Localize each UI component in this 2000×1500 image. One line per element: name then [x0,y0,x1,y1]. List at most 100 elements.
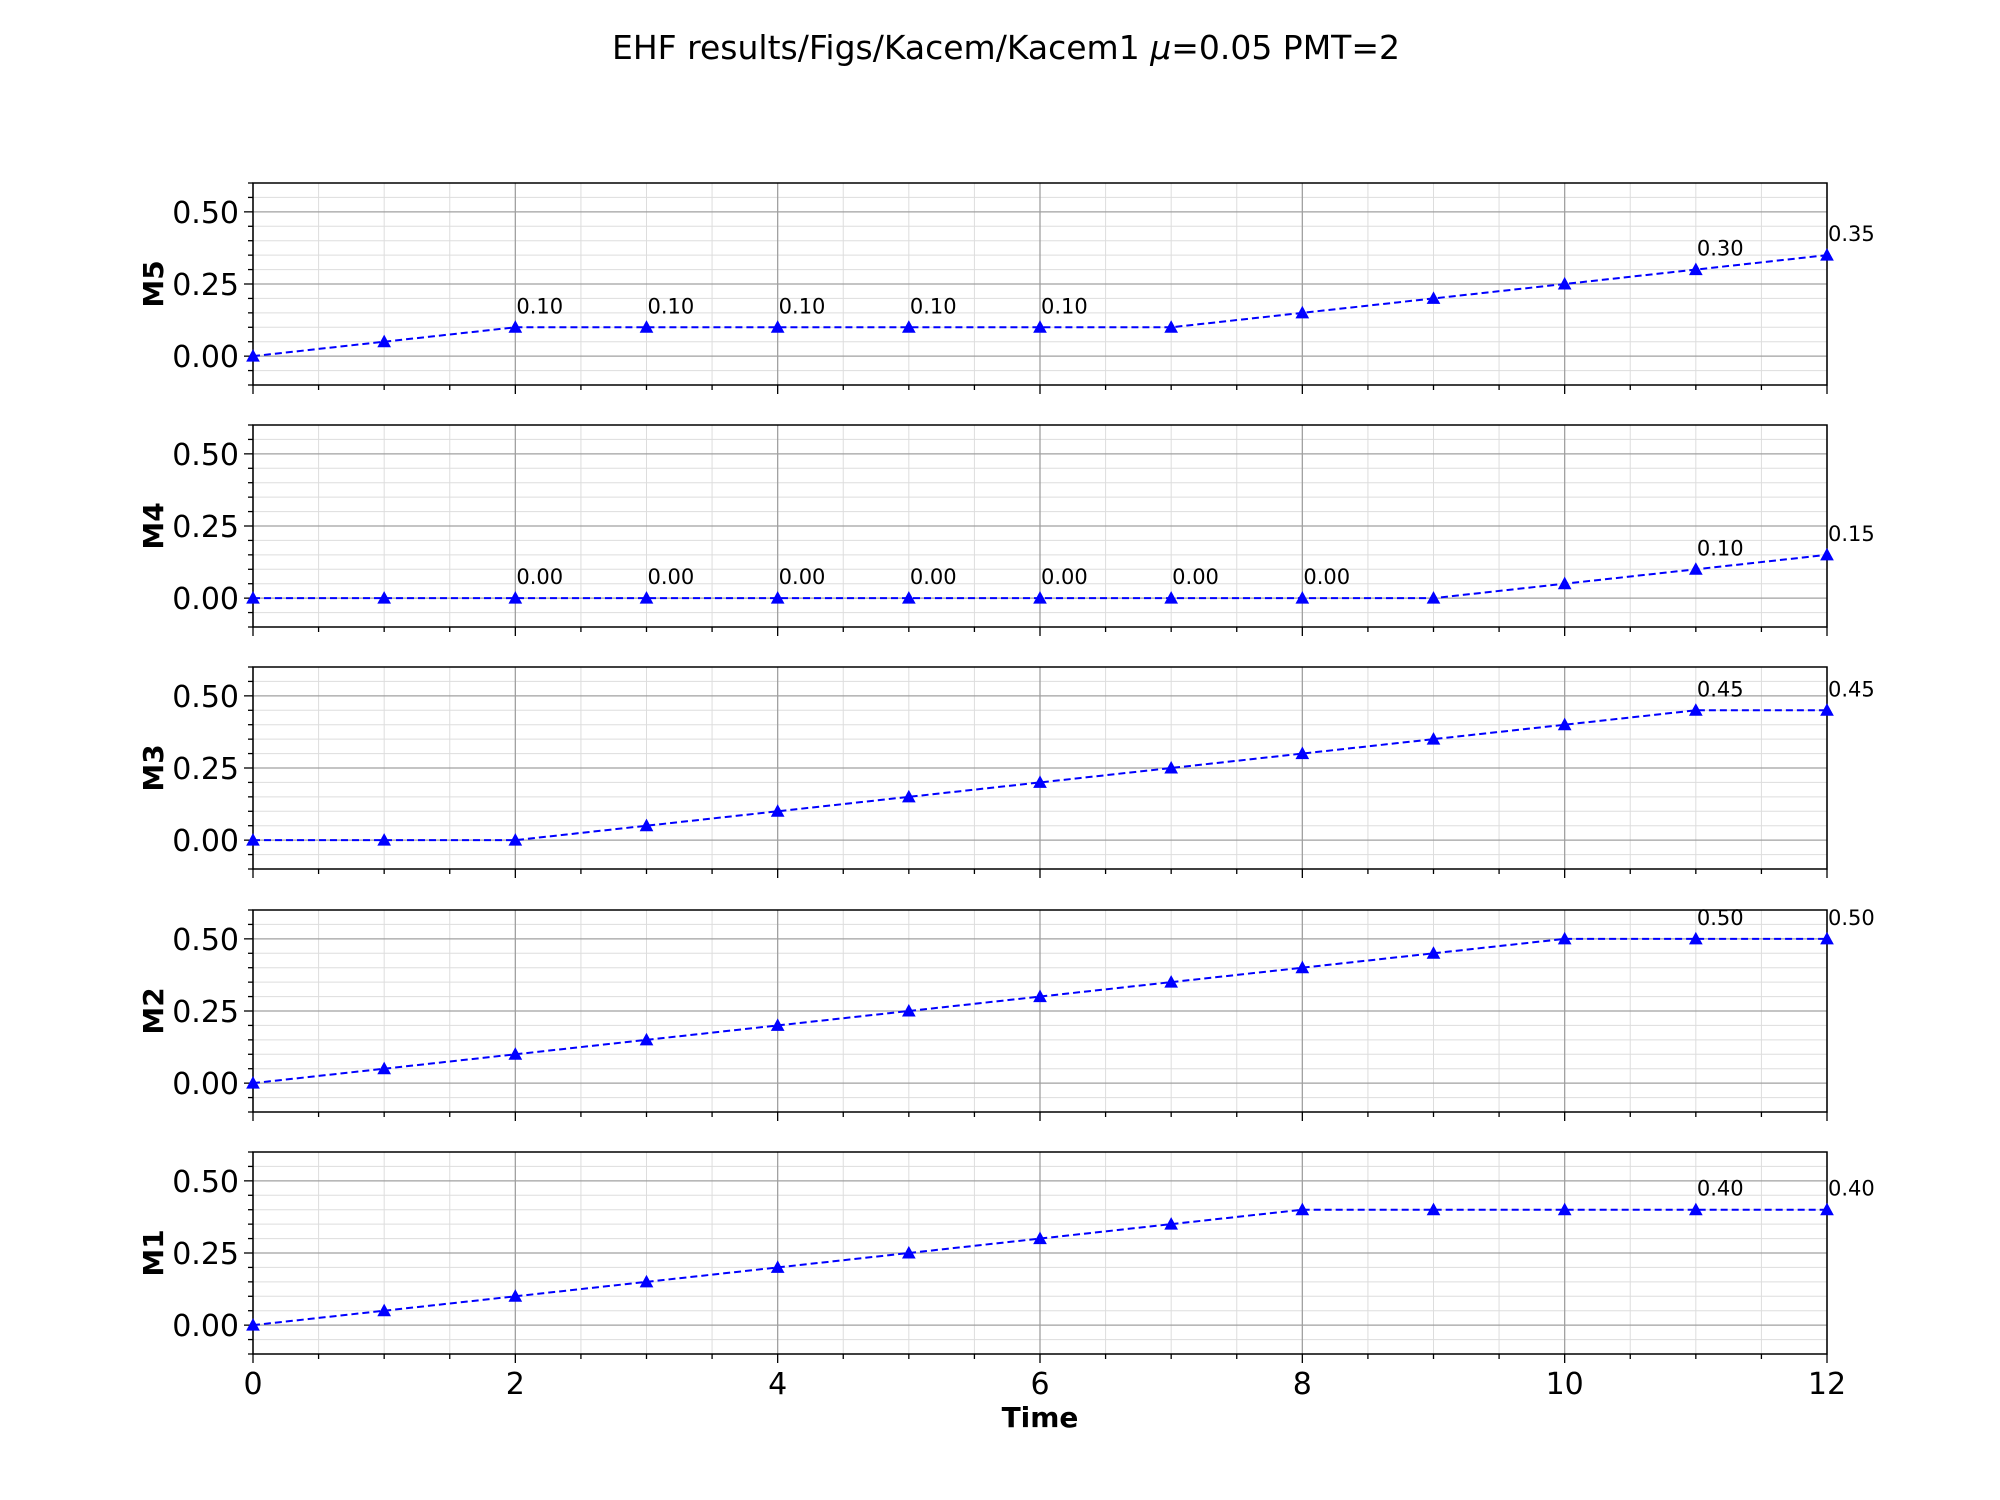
data-point [1295,305,1310,319]
data-point [1688,562,1703,575]
data-label: 0.40 [1828,1177,1875,1201]
y-tick-label: 0.00 [172,582,239,617]
data-point [1295,591,1310,604]
data-point [1557,576,1572,590]
data-label: 0.10 [1697,536,1744,560]
data-point [901,591,916,604]
x-ticks [252,869,1828,878]
data-point [1295,746,1310,760]
data-point [508,1289,523,1302]
y-tick-label: 0.50 [172,1165,239,1200]
data-point [246,1318,260,1331]
data-label: 0.00 [1303,565,1350,589]
data-label: 0.10 [779,294,826,318]
data-label: 0.00 [1041,565,1088,589]
x-axis-label: Time [1002,1401,1079,1434]
data-label: 0.50 [1828,906,1875,930]
y-tick-label: 0.50 [172,438,239,473]
y-axis-label: M4 [137,502,170,549]
x-tick-label: 12 [1808,1367,1846,1402]
data-label: 0.50 [1697,906,1744,930]
y-tick-label: 0.25 [172,268,239,303]
y-axis-label: M1 [137,1229,170,1276]
data-point [508,833,523,846]
x-tick-label: 4 [768,1367,787,1402]
data-point [508,591,523,604]
y-ticks: 0.00 0.25 0.50 [172,182,253,386]
y-axis-label: M2 [137,987,170,1034]
data-point [1164,760,1179,774]
series-markers [246,547,1834,604]
data-point [639,591,654,604]
major-grid [252,183,1828,385]
x-tick-label: 2 [506,1367,525,1402]
data-point [246,1076,260,1089]
data-point [377,334,392,348]
chart-title: EHF results/Figs/Kacem/Kacem1 μ=0.05 PMT… [612,28,1400,67]
data-label: 0.00 [1172,565,1219,589]
y-tick-label: 0.00 [172,340,239,375]
x-tick-label: 6 [1030,1367,1049,1402]
y-axis-label: M5 [137,260,170,307]
data-label: 0.30 [1697,237,1744,261]
data-label: 0.10 [516,294,563,318]
data-point [901,1003,916,1017]
data-label: 0.15 [1828,522,1875,546]
series-markers [246,1202,1834,1331]
data-point [1426,946,1441,959]
x-tick-label: 0 [243,1367,262,1402]
y-tick-label: 0.25 [172,995,239,1030]
data-point [1164,320,1179,333]
y-tick-label: 0.25 [172,510,239,545]
y-tick-label: 0.25 [172,1237,239,1272]
data-point [901,1245,916,1259]
data-point [1557,276,1572,290]
data-point [770,591,785,604]
data-labels: 0.00 0.00 0.00 0.00 0.00 0.00 0.00 0.10 0.15 [516,522,1874,589]
data-label: 0.00 [516,565,563,589]
data-point [508,320,523,333]
x-ticks [252,385,1828,394]
y-tick-label: 0.50 [172,680,239,715]
data-labels: 0.10 0.10 0.10 0.10 0.10 0.30 0.35 [516,222,1874,318]
x-tick-label: 10 [1546,1367,1584,1402]
data-point [770,320,785,333]
data-point [1426,732,1441,745]
x-ticks [252,627,1828,636]
data-label: 0.35 [1828,222,1875,246]
data-point [246,349,260,362]
data-point [1820,1202,1834,1216]
x-ticks [252,1112,1828,1121]
y-ticks: 0.00 0.25 0.50 [172,909,253,1113]
data-point [1426,1202,1441,1216]
data-label: 0.00 [648,565,695,589]
data-point [1426,591,1441,604]
y-ticks: 0.00 0.25 0.50 [172,424,253,628]
data-point [639,818,654,832]
data-labels: 0.40 0.40 [1697,1177,1875,1201]
y-tick-label: 0.25 [172,752,239,787]
data-point [1426,291,1441,304]
data-point [246,833,260,846]
data-point [377,1061,392,1075]
data-point [1688,1202,1703,1216]
data-point [1033,591,1047,604]
data-label: 0.00 [779,565,826,589]
data-point [1820,547,1834,561]
y-tick-label: 0.00 [172,1309,239,1344]
data-label: 0.10 [1041,294,1088,318]
data-labels: 0.50 0.50 [1697,906,1875,930]
y-ticks: 0.00 0.25 0.50 [172,1151,253,1355]
data-point [901,320,916,333]
data-point [639,1032,654,1046]
data-point [901,789,916,803]
data-label: 0.45 [1828,677,1875,701]
data-label: 0.00 [910,565,957,589]
data-point [1164,975,1179,988]
data-point [1820,248,1834,261]
